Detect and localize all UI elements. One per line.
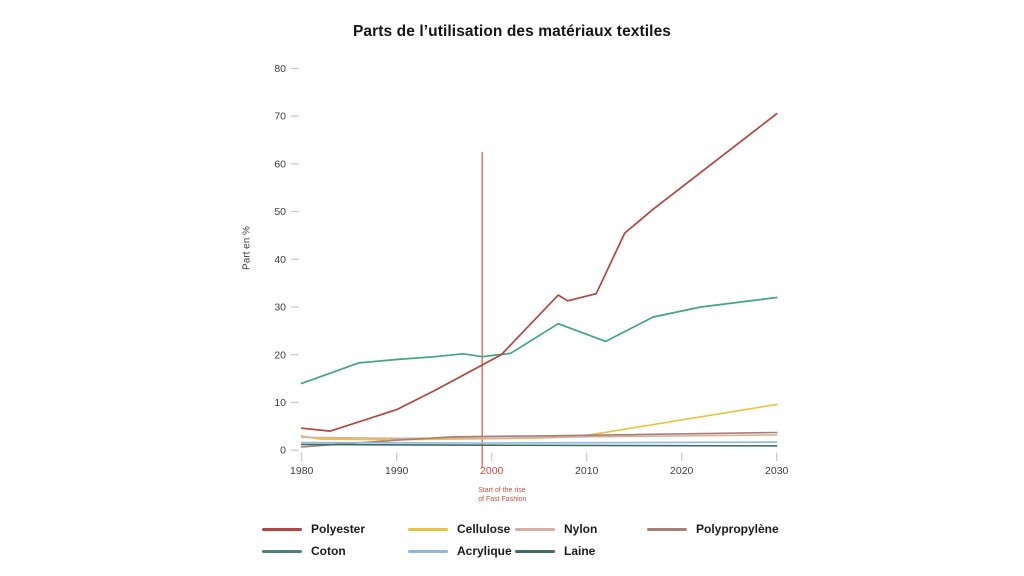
legend-swatch-cellulose <box>408 527 448 531</box>
legend-item-cellulose: Cellulose <box>408 522 510 536</box>
chart-title: Parts de l’utilisation des matériaux tex… <box>352 23 672 40</box>
y-tick-label: 70 <box>274 111 286 123</box>
legend-label: Polypropylène <box>696 522 779 536</box>
series-line-laine <box>300 443 778 447</box>
legend-swatch-nylon <box>515 527 555 531</box>
fast-fashion-annotation: of Fast Fashion <box>478 496 526 503</box>
legend-label: Acrylique <box>457 544 512 558</box>
x-tick-label: 2020 <box>670 465 694 477</box>
x-tick-label: 2010 <box>575 465 599 477</box>
legend-item-nylon: Nylon <box>515 522 597 536</box>
y-tick-label: 0 <box>280 445 286 457</box>
y-tick-label: 10 <box>274 397 286 409</box>
series-line-polyester <box>300 112 778 432</box>
y-tick-label: 80 <box>274 63 286 75</box>
x-tick-label: 1980 <box>290 465 314 477</box>
legend-label: Polyester <box>311 522 366 536</box>
x-tick-label: 2030 <box>765 465 789 477</box>
legend-item-acrylique: Acrylique <box>408 544 512 558</box>
x-tick-label: 1990 <box>385 465 409 477</box>
series-line-coton <box>300 296 778 385</box>
fast-fashion-annotation: Start of the rise <box>478 487 526 494</box>
legend-swatch-coton <box>262 549 302 553</box>
legend-label: Nylon <box>564 522 598 536</box>
y-tick-label: 40 <box>274 254 286 266</box>
legend-swatch-laine <box>515 549 555 553</box>
legend-label: Laine <box>564 544 596 558</box>
y-tick-label: 20 <box>274 349 286 361</box>
x-tick-label-highlighted: 2000 <box>480 465 504 477</box>
series-line-cellulose <box>300 403 778 441</box>
series-line-nylon <box>300 434 778 440</box>
legend-item-coton: Coton <box>262 544 346 558</box>
y-tick-label: 60 <box>274 158 286 170</box>
y-tick-label: 30 <box>274 302 286 314</box>
legend-item-polyester: Polyester <box>262 522 365 536</box>
legend-item-laine: Laine <box>515 544 595 558</box>
legend-swatch-polyester <box>262 527 302 531</box>
legend-swatch-acrylique <box>408 549 448 553</box>
y-tick-label: 50 <box>274 206 286 218</box>
series-line-acrylique <box>300 441 778 444</box>
legend-item-polypropylene: Polypropylène <box>647 522 779 536</box>
legend-swatch-polypropylene <box>647 527 687 531</box>
legend-label: Coton <box>311 544 346 558</box>
legend-label: Cellulose <box>457 522 511 536</box>
